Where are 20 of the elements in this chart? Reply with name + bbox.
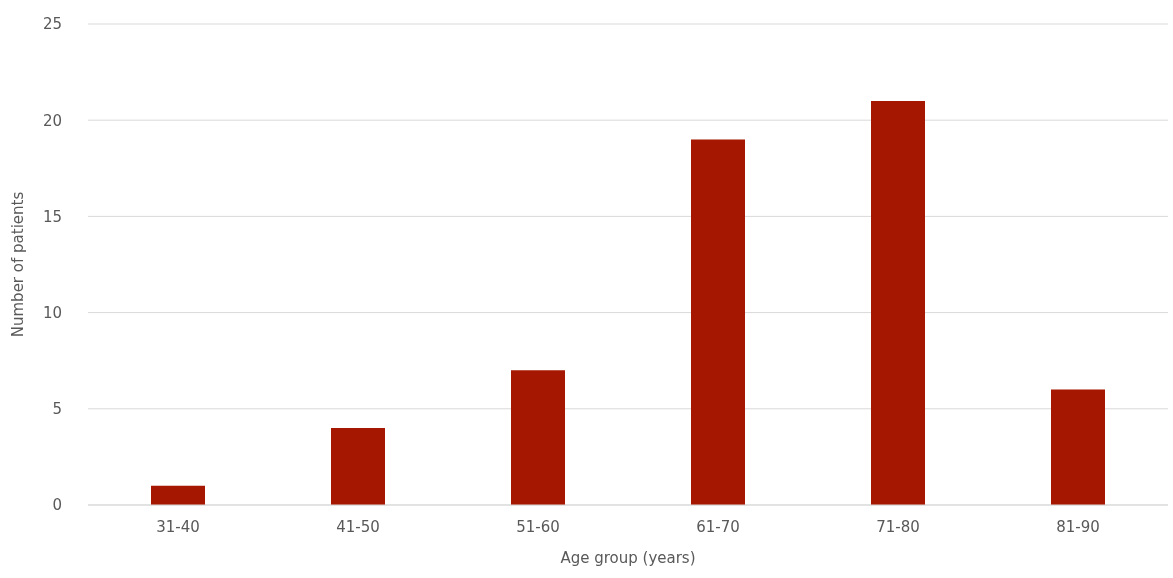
x-tick-label: 81-90	[1056, 517, 1100, 536]
y-tick-label: 20	[42, 111, 62, 130]
y-tick-label: 25	[42, 15, 62, 34]
bar	[1051, 389, 1105, 505]
y-tick-label: 15	[42, 207, 62, 226]
x-tick-label: 71-80	[876, 517, 920, 536]
bar	[151, 485, 205, 505]
x-tick-label: 51-60	[516, 517, 560, 536]
bar	[691, 139, 745, 505]
x-tick-label: 61-70	[696, 517, 740, 536]
y-axis-title: Number of patients	[9, 191, 28, 338]
y-tick-label: 0	[52, 496, 62, 515]
x-tick-label: 31-40	[156, 517, 200, 536]
bar	[331, 428, 385, 505]
y-tick-label: 5	[52, 400, 62, 419]
x-tick-label: 41-50	[336, 517, 380, 536]
bar	[871, 100, 925, 505]
x-axis-title: Age group (years)	[560, 549, 696, 567]
y-tick-label: 10	[42, 303, 62, 322]
bar	[511, 370, 565, 505]
